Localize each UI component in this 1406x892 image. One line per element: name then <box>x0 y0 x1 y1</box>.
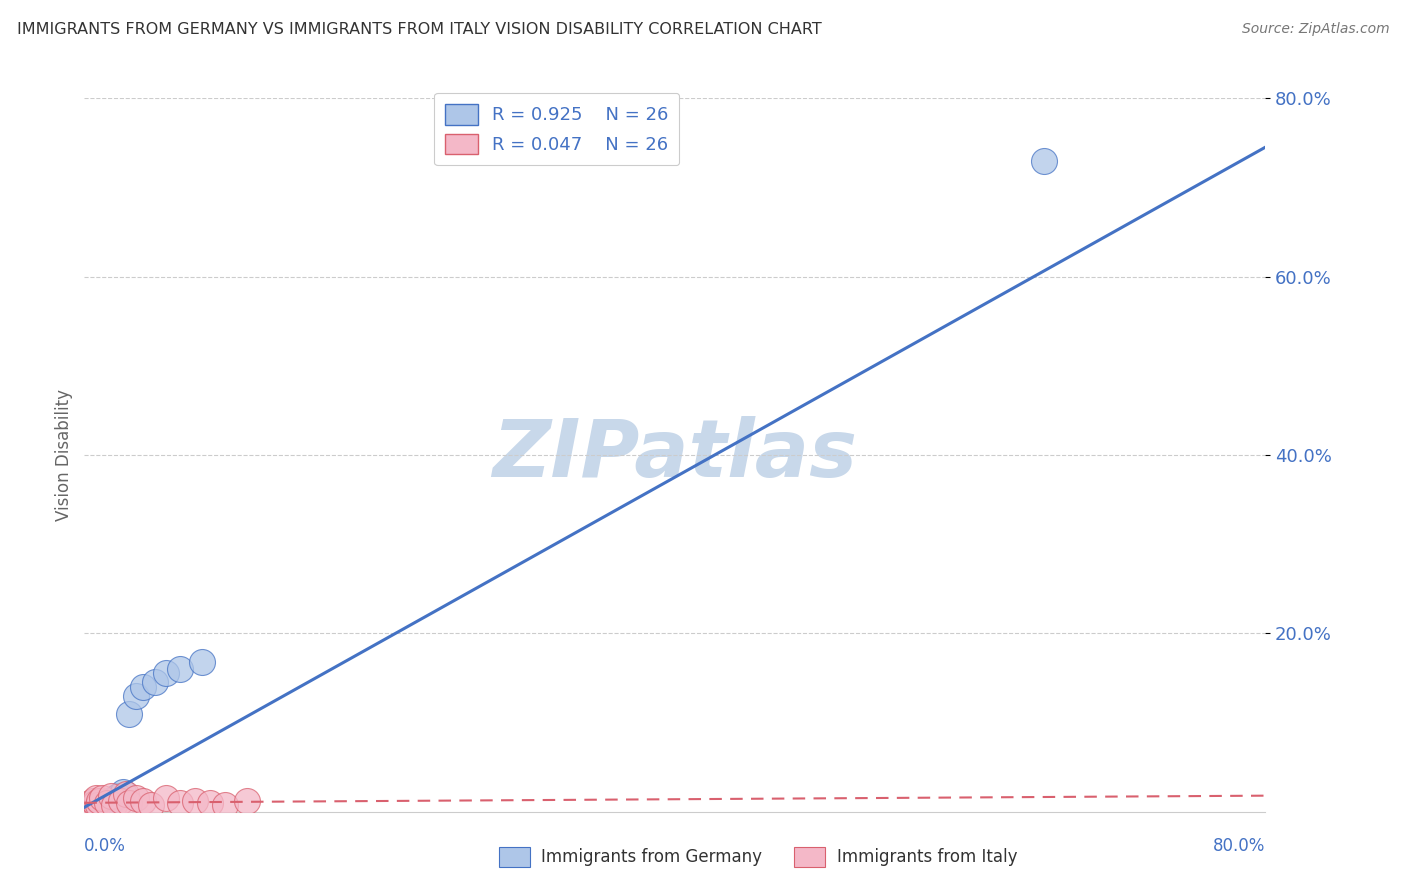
Point <box>76 803 98 817</box>
Point <box>125 689 148 703</box>
Point <box>118 796 141 810</box>
Point <box>104 791 127 805</box>
Point <box>214 797 236 812</box>
Point <box>83 796 105 810</box>
Point <box>155 666 177 681</box>
Point <box>86 797 108 812</box>
Point <box>79 802 101 816</box>
Point <box>76 797 98 812</box>
Point <box>1032 153 1054 168</box>
Point <box>132 794 155 808</box>
Point <box>82 794 104 808</box>
Point <box>98 794 121 808</box>
Point <box>86 800 108 814</box>
Point <box>77 801 100 815</box>
Text: IMMIGRANTS FROM GERMANY VS IMMIGRANTS FROM ITALY VISION DISABILITY CORRELATION C: IMMIGRANTS FROM GERMANY VS IMMIGRANTS FR… <box>17 22 821 37</box>
Point <box>84 791 107 805</box>
Point <box>87 794 111 808</box>
Point <box>96 796 118 810</box>
Point <box>132 680 155 694</box>
Point <box>118 706 141 721</box>
Text: 0.0%: 0.0% <box>84 837 127 855</box>
Point <box>77 800 100 814</box>
Point <box>83 799 105 814</box>
Point <box>139 797 162 812</box>
Point <box>103 797 125 812</box>
Point <box>80 798 103 813</box>
Point <box>80 800 103 814</box>
Point <box>90 798 112 813</box>
Point <box>101 793 124 807</box>
Point <box>75 800 97 814</box>
Text: Immigrants from Italy: Immigrants from Italy <box>837 848 1017 866</box>
Text: Immigrants from Germany: Immigrants from Germany <box>541 848 762 866</box>
Point <box>91 797 114 811</box>
Point <box>91 791 114 805</box>
Point <box>114 787 136 801</box>
Point <box>110 794 132 808</box>
Point <box>79 796 101 810</box>
Point <box>87 797 111 812</box>
Y-axis label: Vision Disability: Vision Disability <box>55 389 73 521</box>
Point <box>155 791 177 805</box>
Point <box>93 797 115 812</box>
Point <box>235 794 259 808</box>
Legend: R = 0.925    N = 26, R = 0.047    N = 26: R = 0.925 N = 26, R = 0.047 N = 26 <box>434 93 679 165</box>
Point <box>143 675 166 690</box>
Point <box>169 662 191 676</box>
Point <box>125 791 148 805</box>
Point <box>184 794 207 808</box>
Point <box>82 801 104 815</box>
Point <box>191 655 214 669</box>
Point <box>169 796 191 810</box>
Point <box>107 789 129 803</box>
Point <box>84 798 107 813</box>
Text: ZIPatlas: ZIPatlas <box>492 416 858 494</box>
Point <box>100 789 122 803</box>
Point <box>111 785 134 799</box>
Point <box>198 796 221 810</box>
Point <box>96 796 118 810</box>
Text: 80.0%: 80.0% <box>1213 837 1265 855</box>
Text: Source: ZipAtlas.com: Source: ZipAtlas.com <box>1241 22 1389 37</box>
